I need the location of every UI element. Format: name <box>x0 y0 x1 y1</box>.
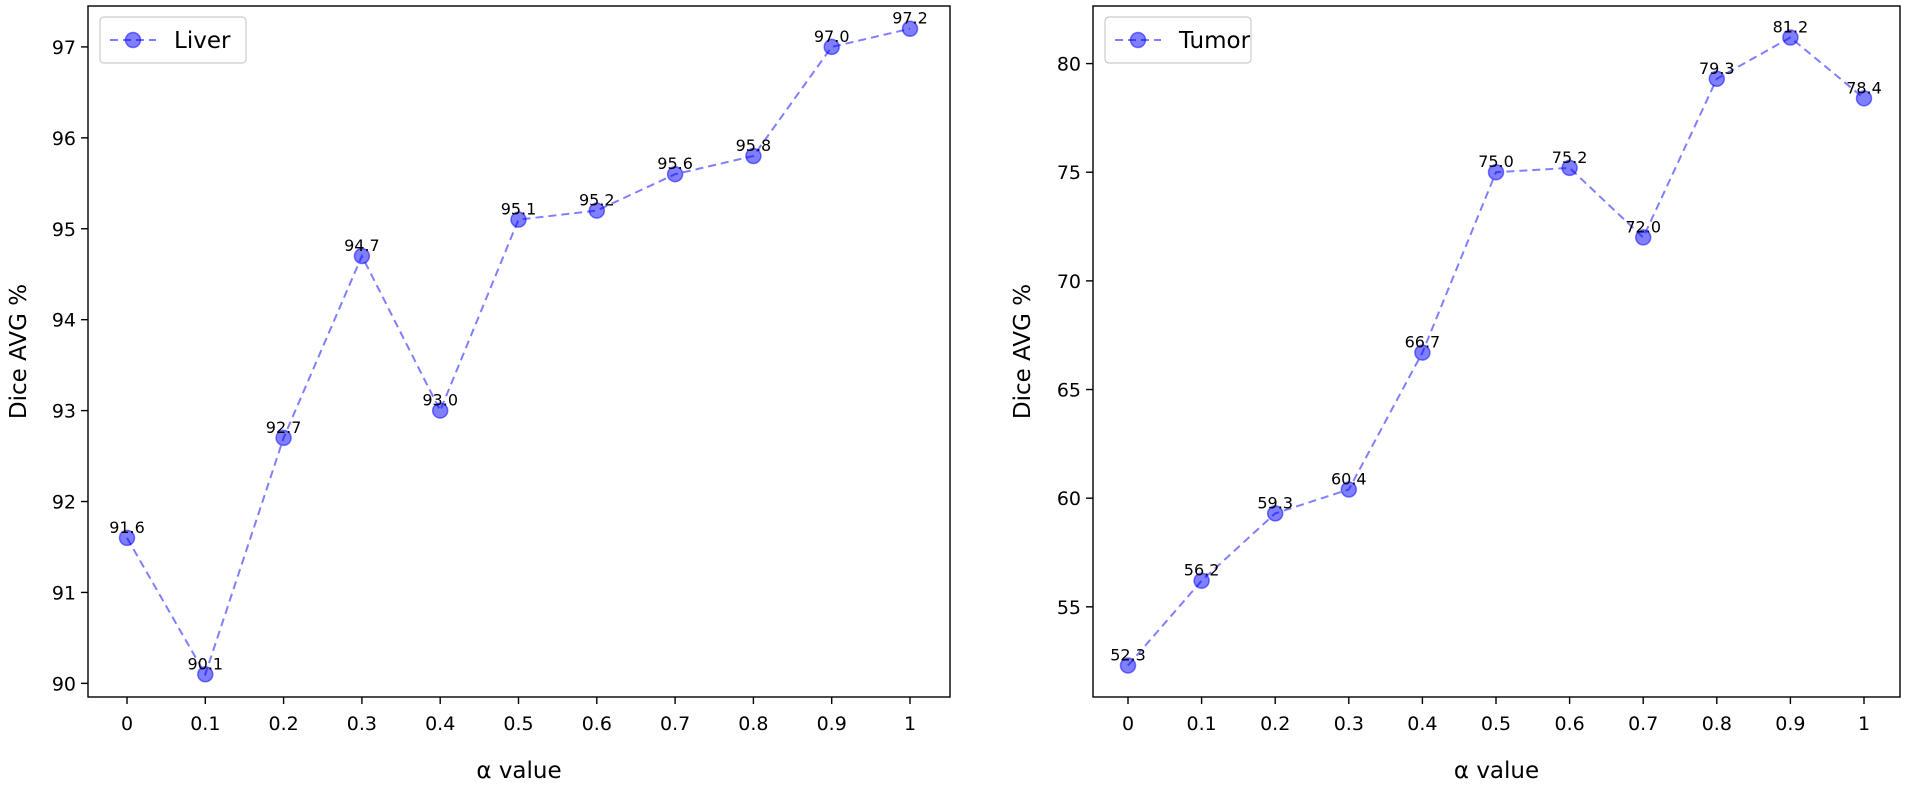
x-tick-label: 0.9 <box>1775 713 1805 735</box>
x-tick-label: 0.7 <box>660 713 690 735</box>
y-tick-label: 94 <box>52 310 76 332</box>
data-label: 75.0 <box>1478 152 1514 171</box>
y-axis-label: Dice AVG % <box>1010 284 1036 419</box>
x-tick-label: 0.2 <box>1260 713 1290 735</box>
x-tick-label: 1 <box>904 713 916 735</box>
x-axis-label: α value <box>476 758 561 784</box>
y-tick-label: 97 <box>52 37 76 59</box>
y-tick-label: 65 <box>1057 380 1081 402</box>
x-tick-label: 0.8 <box>738 713 768 735</box>
plot-frame <box>1092 5 1901 698</box>
x-tick-label: 0.9 <box>817 713 847 735</box>
liver-data-point <box>823 38 840 56</box>
data-label: 75.2 <box>1552 148 1588 167</box>
data-label: 92.7 <box>266 418 302 437</box>
y-tick-label: 93 <box>52 401 76 423</box>
data-label: 95.1 <box>501 200 537 219</box>
liver-data-point <box>901 20 919 37</box>
y-tick-label: 91 <box>52 582 76 604</box>
data-label: 81.2 <box>1773 18 1809 37</box>
tumor-series-line <box>1127 36 1865 667</box>
x-tick-label: 0.8 <box>1702 713 1732 735</box>
x-tick-label: 0.5 <box>1481 713 1511 735</box>
y-tick-label: 92 <box>52 492 76 514</box>
legend-marker-swatch <box>1129 31 1147 49</box>
y-tick-label: 55 <box>1057 597 1081 619</box>
tumor-data-point <box>1414 344 1431 361</box>
y-tick-label: 80 <box>1057 54 1081 76</box>
x-tick-label: 0.6 <box>582 713 612 735</box>
data-label: 97.0 <box>814 27 850 46</box>
data-label: 59.3 <box>1257 493 1293 512</box>
data-label: 94.7 <box>344 236 380 255</box>
data-label: 95.2 <box>579 191 615 210</box>
tumor-data-point <box>1782 29 1799 46</box>
data-label: 79.3 <box>1699 59 1735 78</box>
liver-data-point <box>118 529 136 547</box>
data-label: 72.0 <box>1625 217 1661 236</box>
x-tick-label: 0.6 <box>1554 713 1584 735</box>
legend-box <box>1104 16 1252 64</box>
x-tick-label: 0.4 <box>425 713 455 735</box>
tumor-data-point <box>1340 481 1358 498</box>
y-axis-label: Dice AVG % <box>6 284 32 419</box>
data-label: 97.2 <box>892 9 928 28</box>
tumor-data-point <box>1119 657 1137 674</box>
legend-label: Tumor <box>1178 28 1251 54</box>
tumor-data-point <box>1634 229 1652 246</box>
data-label: 91.6 <box>109 518 145 537</box>
y-tick-label: 60 <box>1057 488 1081 510</box>
tumor-data-point <box>1487 163 1505 181</box>
x-tick-label: 1 <box>1858 713 1870 735</box>
x-tick-label: 0 <box>121 713 133 735</box>
liver-data-point <box>353 247 371 265</box>
tumor-data-point <box>1193 572 1210 589</box>
liver-data-point <box>666 165 684 183</box>
data-label: 52.3 <box>1110 645 1146 664</box>
legend-box <box>99 16 247 64</box>
data-label: 90.1 <box>187 654 223 673</box>
plot-frame <box>87 5 951 698</box>
tumor-chart-panel: 0 0.1 0.2 0.3 0.4 0.5 0.6 0.7 0.8 0.9 1 55 60 65 70 75 8… <box>1010 5 1901 784</box>
y-tick-label: 90 <box>52 673 76 695</box>
x-tick-label: 0.3 <box>1334 713 1364 735</box>
data-label: 66.7 <box>1405 333 1441 352</box>
x-tick-label: 0.5 <box>503 713 533 735</box>
data-label: 60.4 <box>1331 469 1367 488</box>
y-tick-label: 70 <box>1057 271 1081 293</box>
y-tick-label: 75 <box>1057 162 1081 184</box>
data-label: 93.0 <box>422 391 458 410</box>
tumor-data-point <box>1561 159 1578 177</box>
x-tick-label: 0.3 <box>347 713 377 735</box>
tumor-data-point <box>1708 70 1726 88</box>
x-tick-label: 0 <box>1122 713 1134 735</box>
y-tick-label: 95 <box>52 219 76 241</box>
y-tick-label: 96 <box>52 128 76 150</box>
x-tick-label: 0.2 <box>268 713 298 735</box>
liver-data-point <box>197 666 214 683</box>
legend-marker-swatch <box>124 31 142 49</box>
x-tick-label: 0.4 <box>1407 713 1437 735</box>
tumor-data-point <box>1266 505 1284 522</box>
liver-data-point <box>275 429 292 447</box>
x-tick-label: 0.7 <box>1628 713 1658 735</box>
x-tick-label: 0.1 <box>190 713 220 735</box>
liver-data-point <box>431 402 449 419</box>
data-label: 78.4 <box>1846 78 1882 97</box>
liver-data-point <box>745 147 762 165</box>
data-label: 95.8 <box>736 136 772 155</box>
liver-chart-panel: 0 0.1 0.2 0.3 0.4 0.5 0.6 0.7 0.8 0.9 1 90 91 92 93 94 9… <box>6 5 951 784</box>
legend-label: Liver <box>174 28 231 54</box>
x-tick-label: 0.1 <box>1186 713 1216 735</box>
data-label: 56.2 <box>1184 561 1220 580</box>
liver-series-line <box>126 27 911 677</box>
data-label: 95.6 <box>657 154 693 173</box>
liver-data-point <box>588 202 606 219</box>
liver-data-point <box>510 211 527 228</box>
tumor-data-point <box>1855 90 1873 107</box>
x-axis-label: α value <box>1454 758 1539 784</box>
